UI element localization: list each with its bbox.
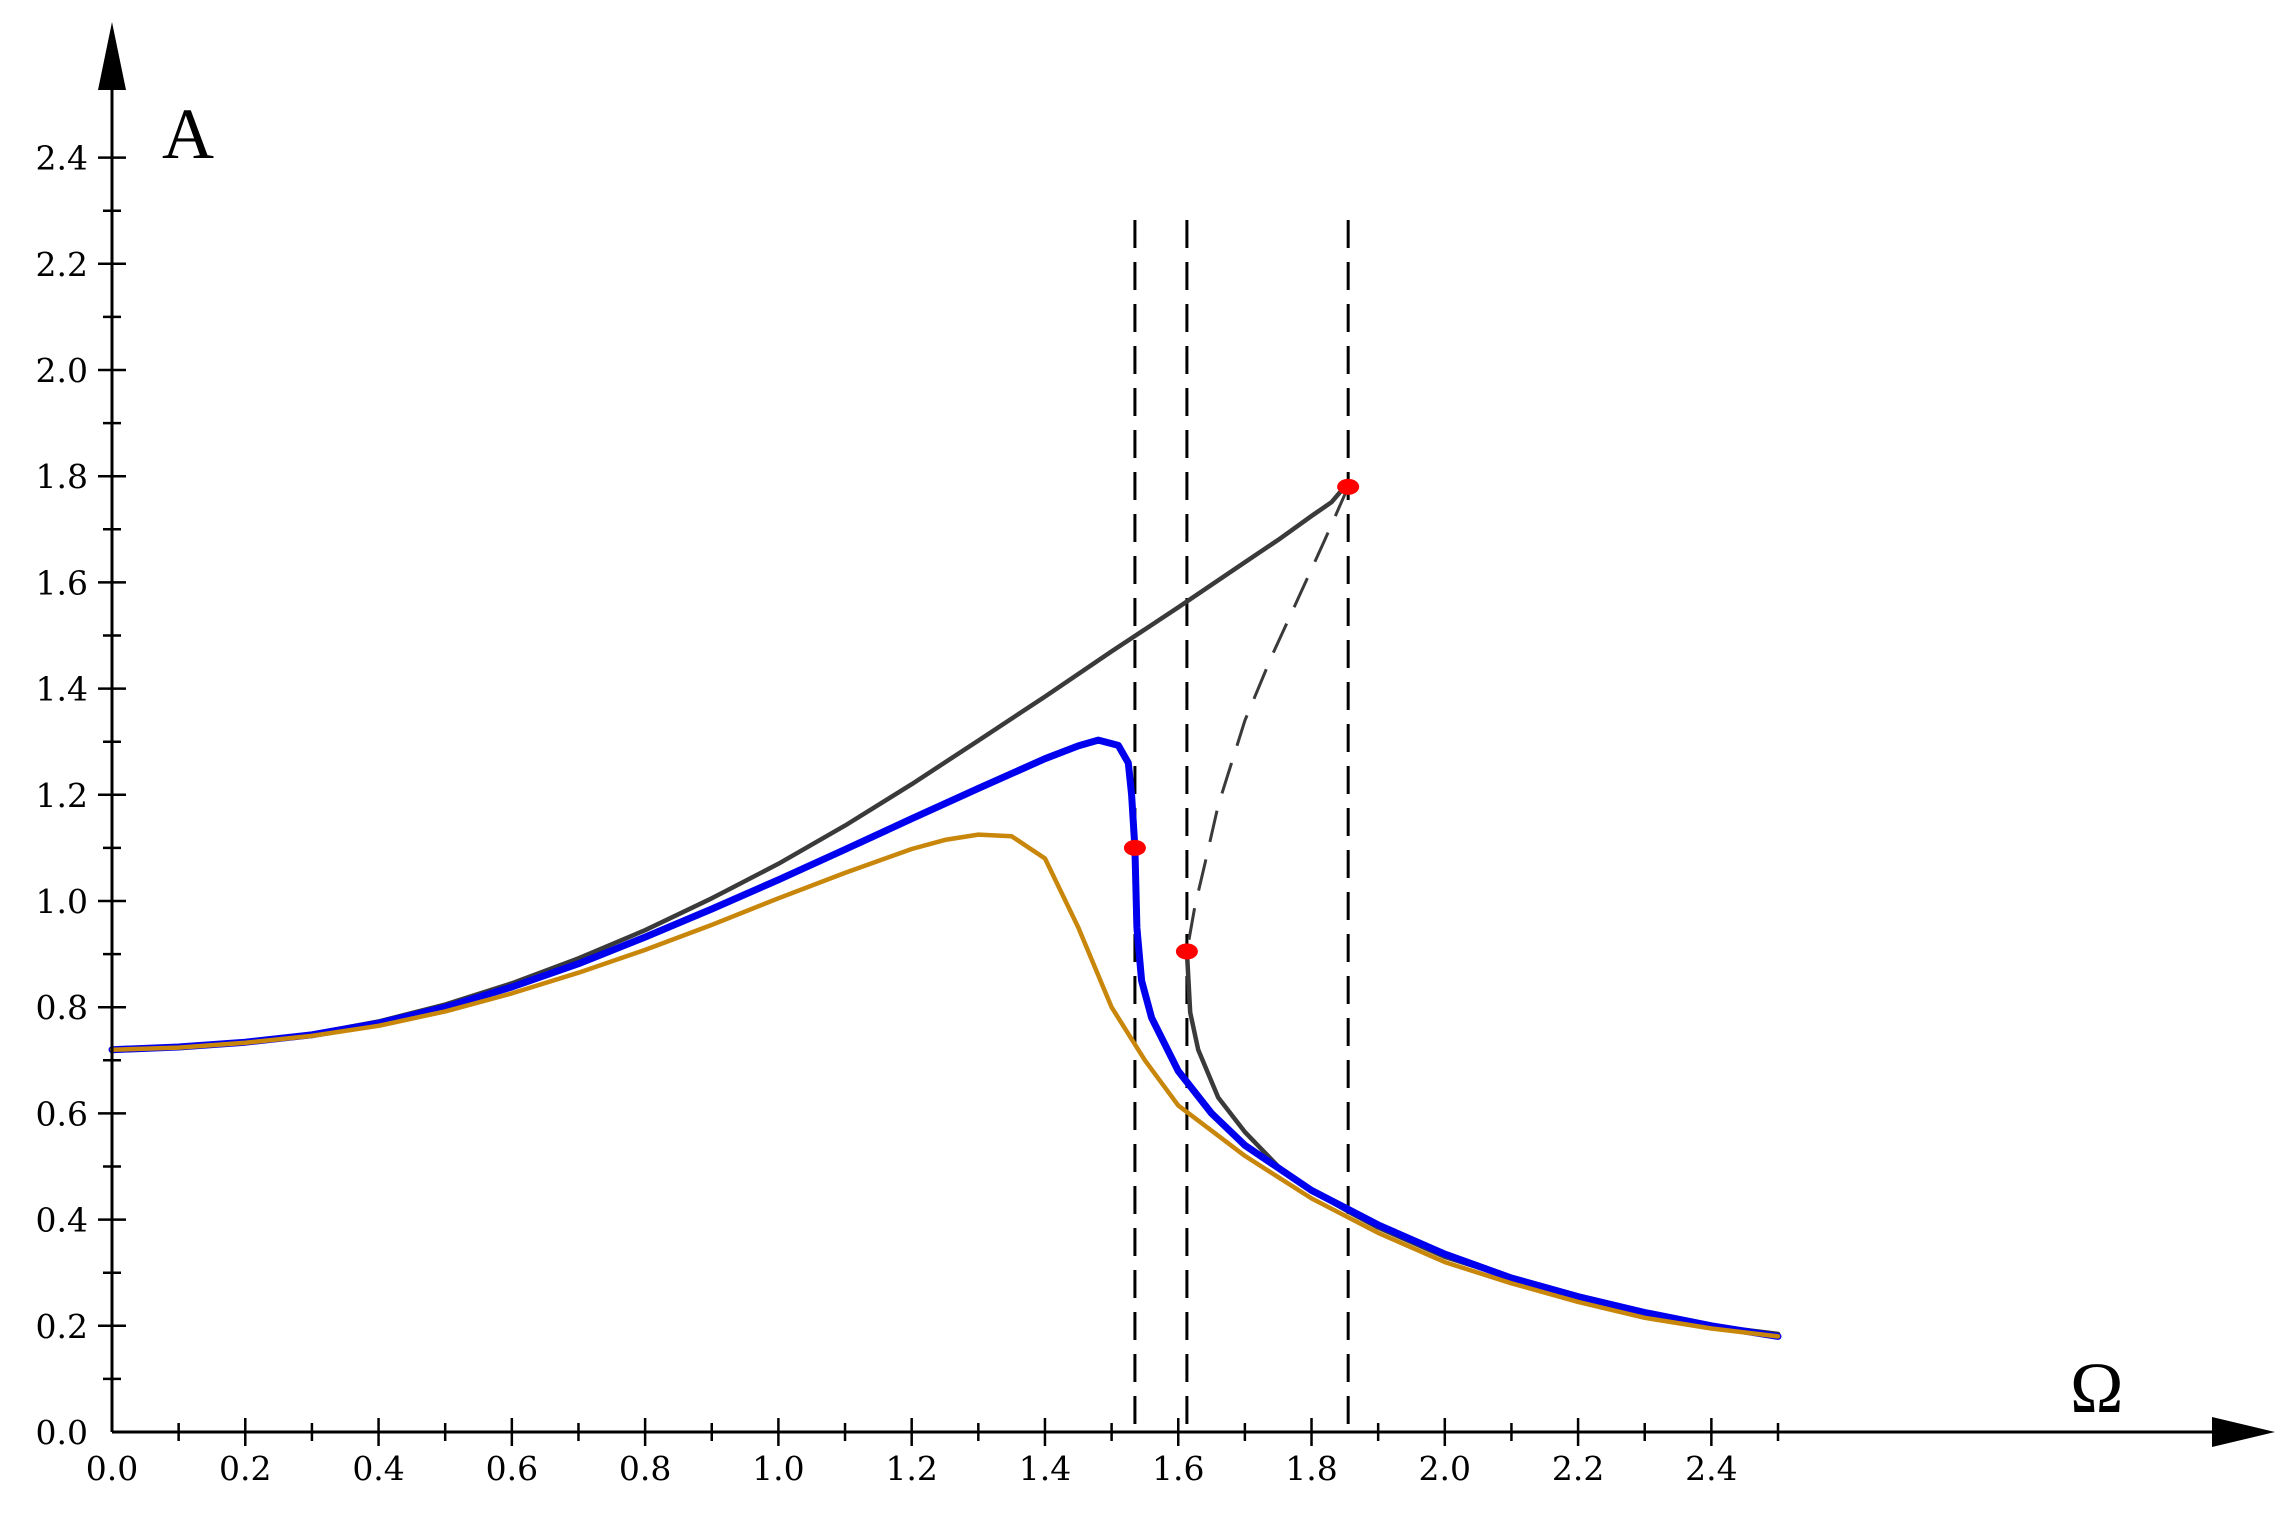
y-tick-label: 2.0	[36, 351, 88, 390]
series-line-5	[109, 832, 1781, 1339]
x-tick-label: 1.8	[1285, 1449, 1337, 1488]
series-line-2	[1185, 486, 1350, 952]
y-tick-label: 1.2	[36, 776, 88, 815]
x-tick-label: 1.0	[752, 1449, 804, 1488]
x-axis-arrow	[2212, 1417, 2275, 1447]
series-line-4	[108, 736, 1782, 1340]
x-tick-label: 1.6	[1152, 1449, 1204, 1488]
y-tick-label: 1.6	[36, 563, 88, 602]
x-tick-label: 0.8	[619, 1449, 671, 1488]
y-tick-label: 2.4	[36, 139, 88, 178]
x-tick-label: 0.4	[352, 1449, 404, 1488]
x-axis-title: Ω	[2070, 1348, 2124, 1428]
y-tick-label: 0.6	[36, 1094, 88, 1133]
x-tick-label: 0.2	[219, 1449, 271, 1488]
y-tick-label: 0.8	[36, 988, 88, 1027]
y-tick-label: 1.4	[36, 670, 88, 709]
reference-lines	[1133, 220, 1350, 1432]
bifurcation-point-2	[1175, 943, 1198, 960]
y-axis-title: A	[162, 94, 214, 174]
y-tick-label: 0.0	[36, 1413, 88, 1452]
markers-layer	[1123, 478, 1360, 960]
y-tick-label: 1.8	[36, 457, 88, 496]
x-tick-label: 1.4	[1019, 1449, 1071, 1488]
bifurcation-point-1	[1123, 839, 1146, 856]
tick-labels: 0.0 0.2 0.4 0.6 0.8 1.0 1.2 1.4 1.6 1.8 2.0 2.2 2.4 0…	[36, 139, 1738, 1488]
bifurcation-point-3	[1337, 478, 1360, 495]
y-tick-label: 0.4	[36, 1201, 88, 1240]
axes	[98, 22, 2275, 1447]
x-tick-label: 2.0	[1419, 1449, 1471, 1488]
x-tick-label: 2.4	[1685, 1449, 1737, 1488]
y-tick-label: 0.2	[36, 1307, 88, 1346]
series-line-1	[109, 484, 1351, 1052]
y-tick-label: 2.2	[36, 245, 88, 284]
y-tick-label: 1.0	[36, 882, 88, 921]
x-tick-label: 2.2	[1552, 1449, 1604, 1488]
x-tick-label: 0.6	[486, 1449, 538, 1488]
series-layer	[108, 484, 1782, 1340]
x-tick-label: 1.2	[885, 1449, 937, 1488]
y-axis-arrow	[98, 22, 126, 90]
x-tick-label: 0.0	[86, 1449, 138, 1488]
